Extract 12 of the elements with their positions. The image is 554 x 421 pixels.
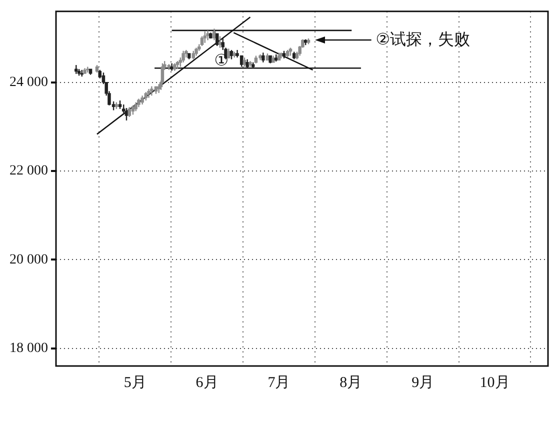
y-tick-label: 18 000: [10, 340, 48, 356]
x-tick-label: 10月: [480, 374, 510, 391]
x-tick-label: 9月: [412, 374, 434, 391]
y-tick-label: 22 000: [10, 164, 48, 179]
y-tick-label: 20 000: [10, 252, 48, 268]
x-tick-label: 8月: [340, 374, 362, 391]
x-tick-label: 6月: [196, 374, 218, 391]
y-tick-label: 24 000: [10, 74, 48, 90]
x-tick-label: 5月: [124, 374, 146, 391]
x-tick-label: 7月: [268, 374, 290, 391]
annotation: ②试探，失败: [376, 29, 470, 48]
annotation: ①: [214, 50, 229, 70]
